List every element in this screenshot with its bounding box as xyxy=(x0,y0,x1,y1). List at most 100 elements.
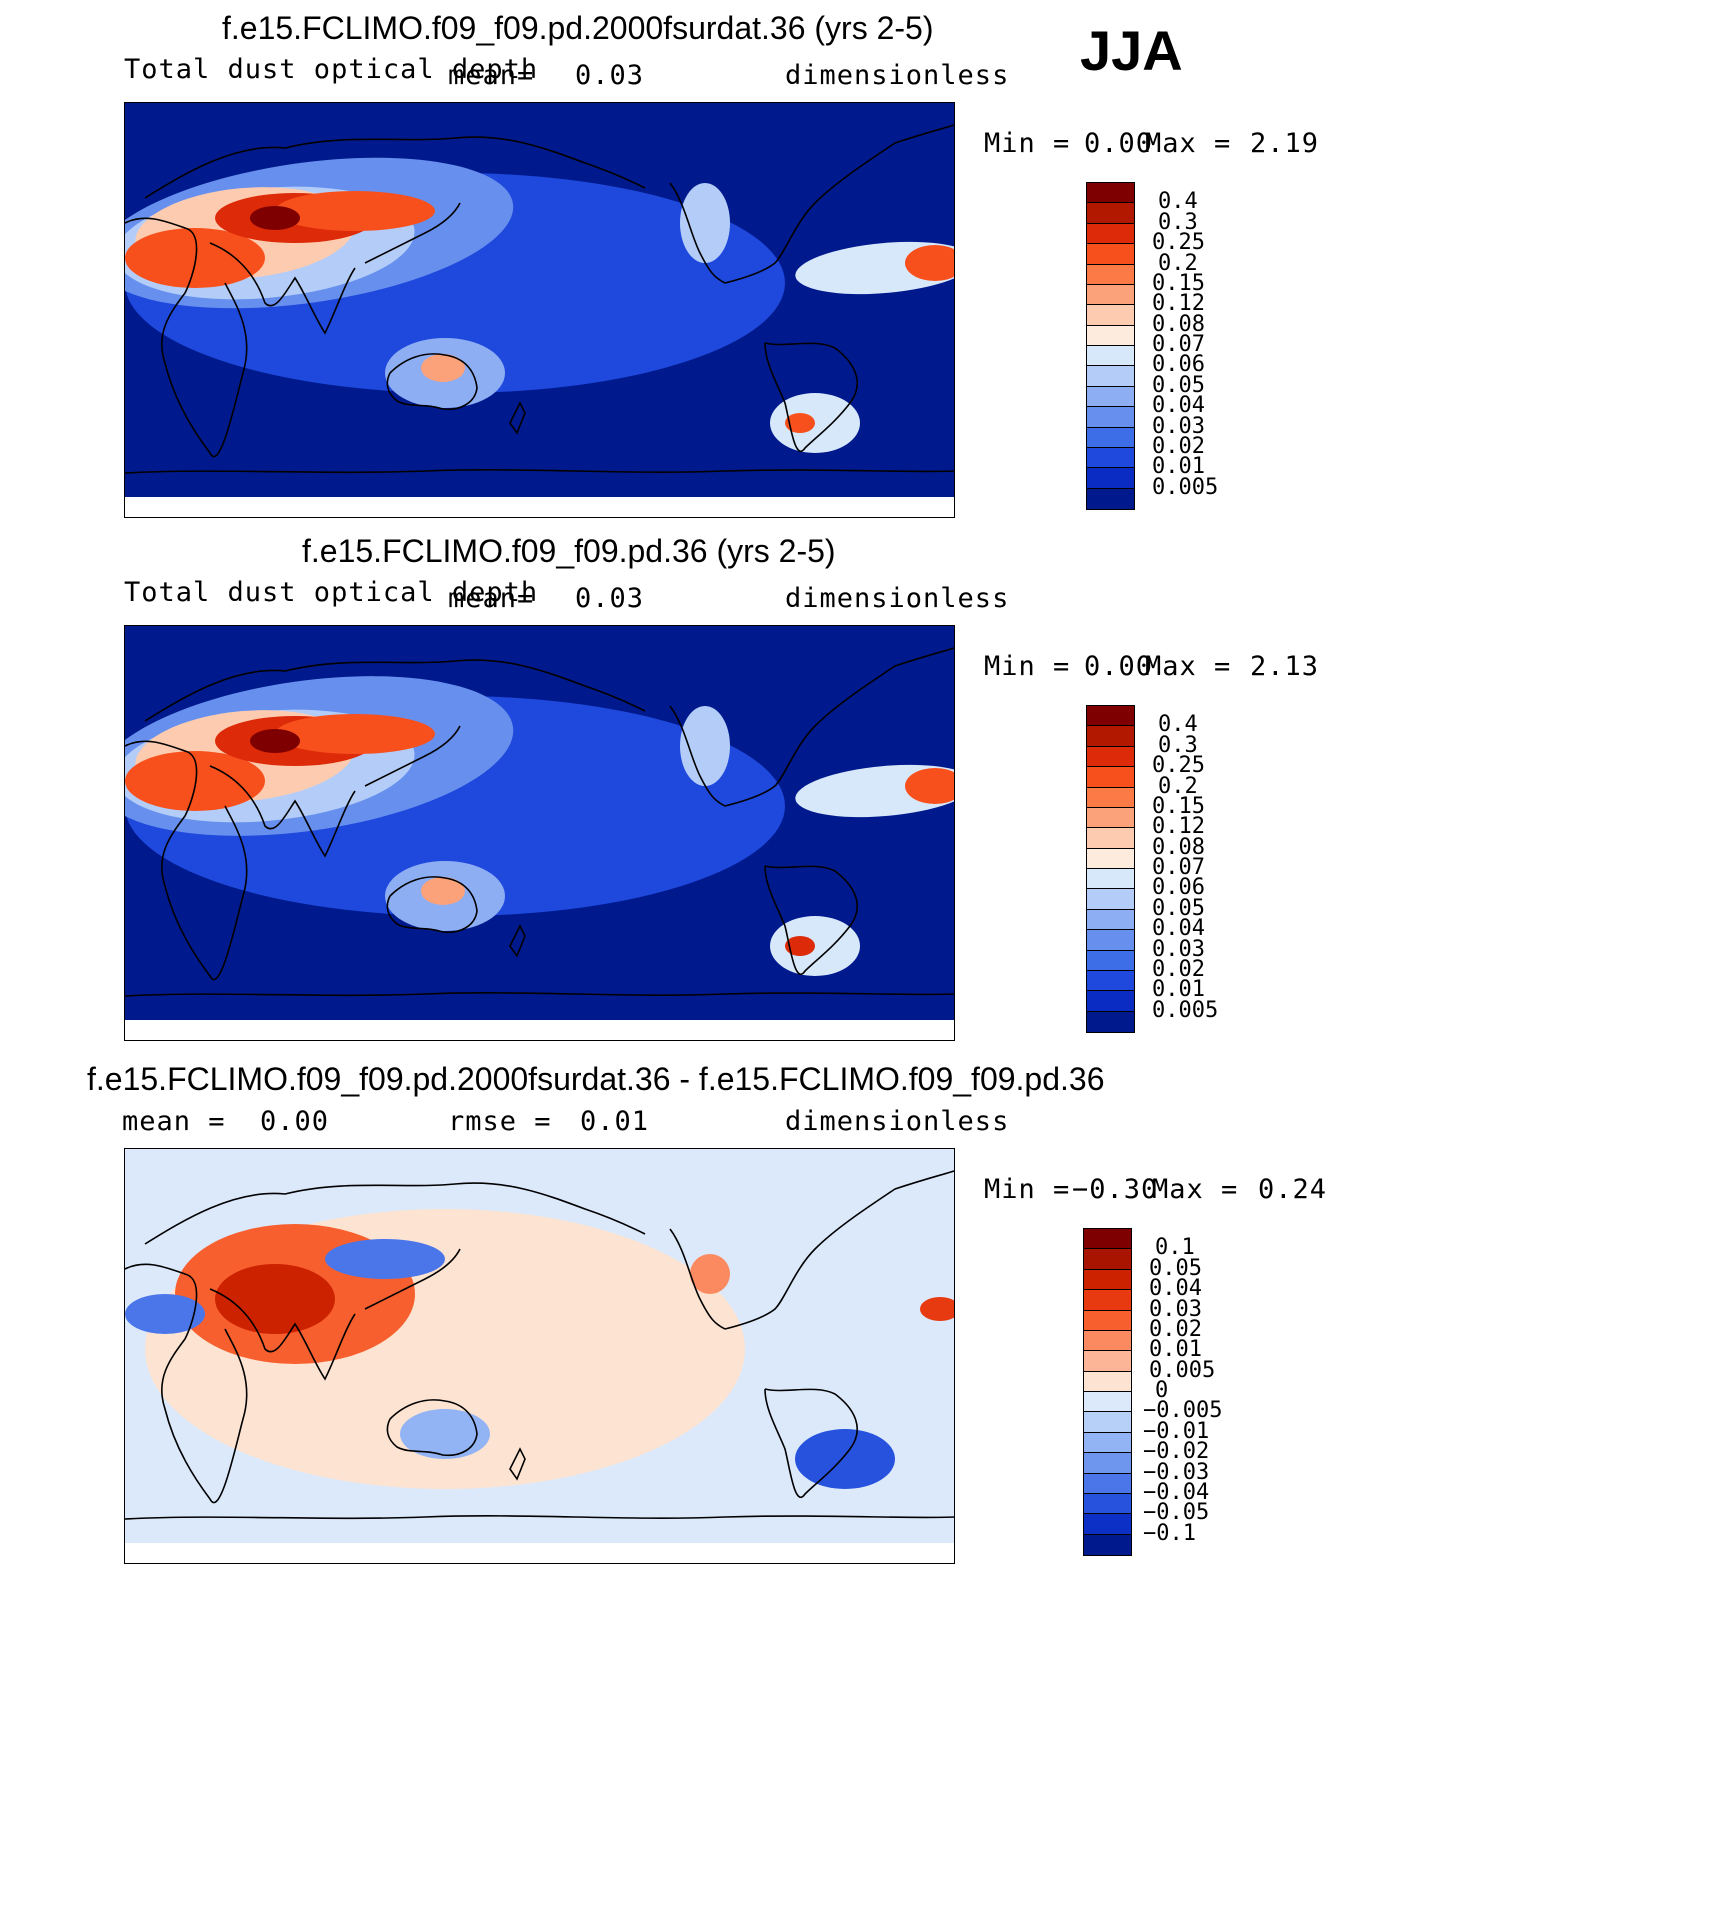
colorbar-swatch xyxy=(1087,889,1134,910)
panel-3-rmse-label: rmse = xyxy=(448,1106,552,1137)
coastline xyxy=(509,401,526,435)
coastline xyxy=(724,647,954,807)
colorbar-tick-label: 0.08 xyxy=(1152,834,1205,860)
colorbar-swatch xyxy=(1087,1011,1134,1032)
coastline xyxy=(144,1182,646,1245)
colorbar-swatch xyxy=(1084,1351,1131,1372)
panel-2-units: dimensionless xyxy=(785,583,1010,614)
colorbar-swatch xyxy=(1087,325,1134,346)
colorbar-swatch xyxy=(1087,909,1134,931)
colorbar-tick-label: 0.15 xyxy=(1152,793,1205,819)
colorbar-tick-label: −0.03 xyxy=(1143,1459,1210,1485)
colorbar-swatch xyxy=(1084,1392,1131,1413)
colorbar-swatch xyxy=(1087,346,1134,367)
colorbar-tick-label: 0.2 xyxy=(1158,250,1198,276)
colorbar-swatch xyxy=(1087,305,1134,326)
colorbar-tick-label: 0.01 xyxy=(1152,454,1205,480)
coastline xyxy=(724,124,954,284)
panel-1-min-label: Min = xyxy=(984,128,1071,159)
colorbar-swatch xyxy=(1084,1514,1131,1535)
coastline xyxy=(669,182,726,284)
panel-2-min-label: Min = xyxy=(984,651,1071,682)
colorbar-tick-label: 0.03 xyxy=(1152,413,1205,439)
colorbar-tick-label: 0.05 xyxy=(1152,372,1205,398)
panel-3-title: f.e15.FCLIMO.f09_f09.pd.2000fsurdat.36 -… xyxy=(87,1061,1105,1097)
colorbar-tick-label: 0.005 xyxy=(1149,1357,1216,1383)
panel-3-rmse-value: 0.01 xyxy=(580,1106,650,1137)
colorbar-tick-label: −0.02 xyxy=(1143,1439,1210,1465)
colorbar-tick-label: 0.07 xyxy=(1152,855,1205,880)
negative-east-asia xyxy=(325,1239,445,1279)
colorbar-swatch xyxy=(1087,244,1134,265)
colorbar-tick-label: 0.4 xyxy=(1158,712,1198,738)
colorbar-tick-label: −0.04 xyxy=(1143,1479,1210,1505)
panel-1-mean-value: 0.03 xyxy=(575,60,645,91)
panel-1-mean-label: mean= xyxy=(448,60,535,91)
atlantic-core xyxy=(905,245,954,281)
colorbar-swatch xyxy=(1084,1534,1131,1555)
australia-core xyxy=(421,877,465,905)
colorbar-tick-label: 0.05 xyxy=(1152,895,1205,921)
colorbar-tick-label: 0.04 xyxy=(1152,916,1205,942)
colorbar-tick-label: 0.005 xyxy=(1152,474,1219,500)
colorbar-tick-label: 0.02 xyxy=(1149,1316,1202,1342)
panel-2-max-label: Max = xyxy=(1145,651,1232,682)
colorbar-swatch xyxy=(1087,706,1134,727)
panel-3-min-label: Min = xyxy=(984,1174,1071,1205)
colorbar-swatch xyxy=(1084,1432,1131,1454)
colorbar-swatch xyxy=(1084,1249,1131,1270)
dust-max xyxy=(250,729,300,753)
colorbar-tick-label: 0.2 xyxy=(1158,773,1198,799)
colorbar-swatch xyxy=(1084,1371,1131,1392)
colorbar-tick-label: 0.08 xyxy=(1152,311,1205,337)
colorbar-swatch xyxy=(1084,1310,1131,1331)
australia-core xyxy=(421,354,465,382)
colorbar-swatch xyxy=(1087,828,1134,849)
coastline xyxy=(125,217,248,458)
colorbar-tick-label: 0.03 xyxy=(1152,936,1205,962)
colorbar-tick-label: 0.3 xyxy=(1158,209,1198,235)
panel-2-mean-value: 0.03 xyxy=(575,583,645,614)
panel-3-colorbar xyxy=(1083,1228,1132,1556)
colorbar-tick-label: 0.25 xyxy=(1152,230,1205,256)
panel-3-max-value: 0.24 xyxy=(1258,1174,1328,1205)
colorbar-swatch xyxy=(1087,407,1134,428)
colorbar-tick-label: 0.3 xyxy=(1158,732,1198,758)
coastline xyxy=(509,924,526,958)
na-southwest xyxy=(680,706,730,786)
coastline xyxy=(669,705,726,807)
colorbar-tick-label: 0 xyxy=(1155,1378,1169,1403)
panel-1-min-value: 0.00 xyxy=(1084,128,1154,159)
taklimakan-core xyxy=(275,714,435,754)
panel-1-max-value: 2.19 xyxy=(1250,128,1320,159)
colorbar-tick-label: 0.01 xyxy=(1152,977,1205,1003)
na-southwest xyxy=(680,183,730,263)
panel-1-map xyxy=(124,102,955,518)
negative-patagonia xyxy=(795,1429,895,1489)
colorbar-swatch xyxy=(1087,848,1134,869)
colorbar-swatch xyxy=(1087,468,1134,489)
colorbar-tick-label: 0.03 xyxy=(1149,1296,1202,1322)
colorbar-swatch xyxy=(1087,284,1134,306)
colorbar-swatch xyxy=(1084,1473,1131,1494)
coastline xyxy=(144,659,646,722)
colorbar-swatch xyxy=(1087,386,1134,408)
colorbar-swatch xyxy=(1087,930,1134,951)
coastline xyxy=(764,342,859,452)
colorbar-tick-label: 0.01 xyxy=(1149,1337,1202,1363)
colorbar-swatch xyxy=(1087,726,1134,747)
colorbar-swatch xyxy=(1087,223,1134,245)
panel-2-map xyxy=(124,625,955,1041)
colorbar-swatch xyxy=(1087,767,1134,788)
coastline xyxy=(386,1399,478,1457)
coastline xyxy=(125,1515,954,1520)
coastline xyxy=(724,1170,954,1330)
colorbar-tick-label: 0.06 xyxy=(1152,875,1205,901)
colorbar-swatch xyxy=(1084,1269,1131,1291)
coastline xyxy=(364,1248,461,1310)
coastline xyxy=(209,1288,356,1381)
colorbar-tick-label: −0.005 xyxy=(1143,1398,1223,1424)
positive-atlantic xyxy=(920,1297,954,1321)
panel-3-mean-value: 0.00 xyxy=(260,1106,330,1137)
panel-2-title: f.e15.FCLIMO.f09_f09.pd.36 (yrs 2-5) xyxy=(302,533,836,569)
